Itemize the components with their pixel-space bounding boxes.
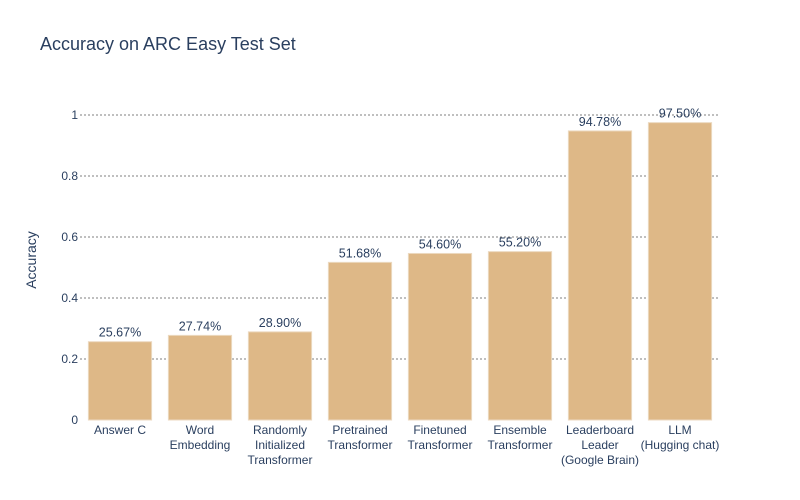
data-label: 97.50%	[659, 107, 701, 121]
y-tick-label: 0.8	[61, 169, 78, 183]
data-label: 54.60%	[419, 237, 461, 251]
y-axis-ticks: 0 0.2 0.4 0.6 0.8 1	[61, 108, 78, 427]
bar	[167, 334, 233, 421]
x-tick-label: Finetuned Transformer	[408, 423, 473, 452]
bars	[87, 122, 713, 421]
y-tick-label: 0.6	[61, 230, 78, 244]
x-tick-label: LLM (Hugging chat)	[641, 423, 720, 452]
bar	[647, 122, 713, 421]
bar	[87, 341, 153, 421]
data-label: 51.68%	[339, 246, 381, 260]
data-labels: 25.67% 27.74% 28.90% 51.68% 54.60% 55.20% 94.7…	[99, 107, 701, 340]
x-tick-label: Randomly Initialized Transformer	[248, 423, 313, 467]
x-tick-label: Ensemble Transformer	[488, 423, 553, 452]
chart-title: Accuracy on ARC Easy Test Set	[40, 34, 296, 54]
bar	[487, 251, 553, 421]
bar	[247, 331, 313, 421]
x-tick-label: Pretrained Transformer	[328, 423, 393, 452]
x-tick-label: Word Embedding	[170, 423, 231, 452]
y-axis-title: Accuracy	[23, 231, 39, 289]
y-tick-label: 0	[71, 413, 78, 427]
data-label: 55.20%	[499, 236, 541, 250]
x-tick-label: Leaderboard Leader (Google Brain)	[561, 423, 639, 467]
data-label: 27.74%	[179, 319, 221, 333]
data-label: 28.90%	[259, 316, 301, 330]
x-axis-ticks: Answer C Word Embedding Randomly Initialized…	[94, 423, 719, 467]
bar	[407, 252, 473, 421]
y-tick-label: 0.4	[61, 291, 78, 305]
bar	[327, 261, 393, 421]
data-label: 94.78%	[579, 115, 621, 129]
data-label: 25.67%	[99, 326, 141, 340]
y-tick-label: 0.2	[61, 352, 78, 366]
y-tick-label: 1	[71, 108, 78, 122]
x-tick-label: Answer C	[94, 423, 146, 437]
bar	[567, 130, 633, 421]
